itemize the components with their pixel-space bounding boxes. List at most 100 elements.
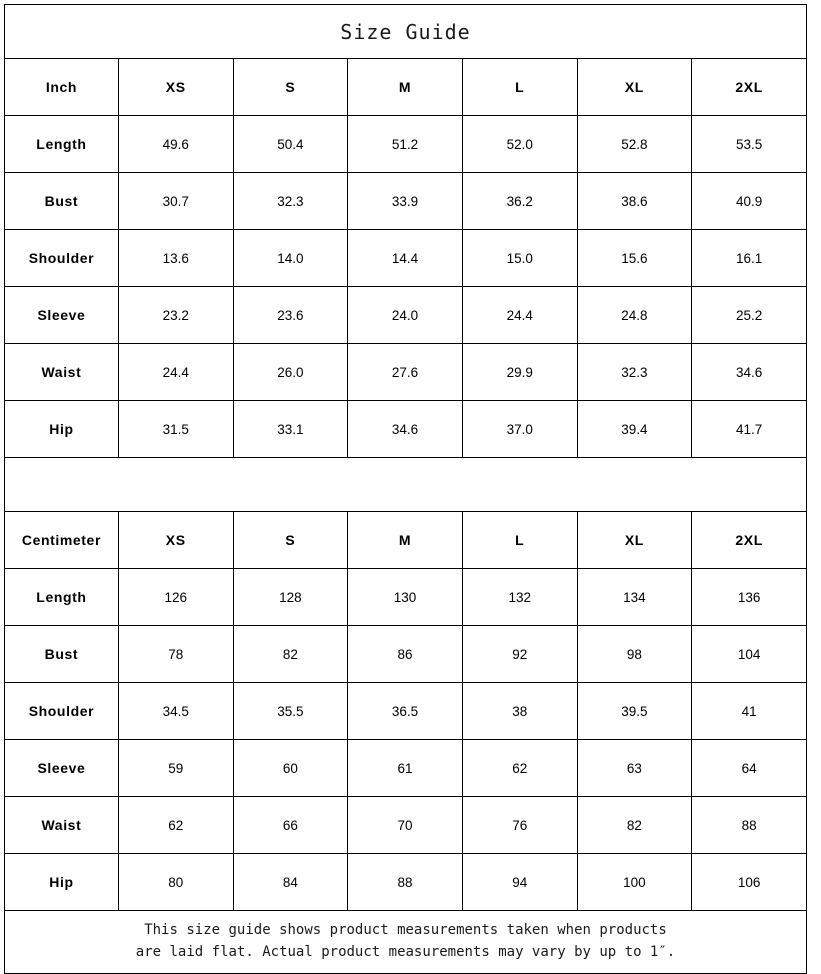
measure-value: 38 (461, 682, 578, 740)
size-column-header-l: L (461, 58, 578, 116)
table-row: Hip 80 84 88 94 100 106 (4, 853, 807, 911)
size-guide-table: Size Guide Inch XS S M L XL 2XL Length 4… (4, 4, 807, 974)
table-row: Bust 30.7 32.3 33.9 36.2 38.6 40.9 (4, 172, 807, 230)
measure-value: 78 (117, 625, 234, 683)
note-line-1: This size guide shows product measuremen… (144, 922, 667, 939)
measure-label: Bust (4, 625, 119, 683)
measure-value: 41 (691, 682, 807, 740)
measure-value: 34.5 (117, 682, 234, 740)
measure-label: Length (4, 115, 119, 173)
measure-value: 24.4 (461, 286, 578, 344)
centimeter-header-row: Centimeter XS S M L XL 2XL (4, 511, 807, 569)
measure-value: 60 (232, 739, 349, 797)
size-column-header-xl: XL (576, 58, 693, 116)
measure-value: 59 (117, 739, 234, 797)
table-row: Length 126 128 130 132 134 136 (4, 568, 807, 626)
table-row: Shoulder 34.5 35.5 36.5 38 39.5 41 (4, 682, 807, 740)
measure-value: 94 (461, 853, 578, 911)
measure-value: 35.5 (232, 682, 349, 740)
measure-label: Shoulder (4, 682, 119, 740)
title-row: Size Guide (4, 4, 807, 59)
size-column-header-s: S (232, 58, 349, 116)
table-row: Shoulder 13.6 14.0 14.4 15.0 15.6 16.1 (4, 229, 807, 287)
measure-value: 15.0 (461, 229, 578, 287)
page-title: Size Guide (4, 4, 807, 59)
size-column-header-2xl: 2XL (691, 511, 807, 569)
size-guide-root: Size Guide Inch XS S M L XL 2XL Length 4… (4, 4, 807, 974)
measure-value: 50.4 (232, 115, 349, 173)
measure-value: 126 (117, 568, 234, 626)
measure-value: 34.6 (347, 400, 463, 458)
measure-value: 62 (461, 739, 578, 797)
measure-value: 33.9 (347, 172, 463, 230)
measure-value: 132 (461, 568, 578, 626)
measure-value: 39.4 (576, 400, 693, 458)
measure-value: 88 (347, 853, 463, 911)
measure-value: 38.6 (576, 172, 693, 230)
measure-value: 104 (691, 625, 807, 683)
measure-value: 37.0 (461, 400, 578, 458)
measure-value: 84 (232, 853, 349, 911)
measure-value: 32.3 (576, 343, 693, 401)
unit-label-centimeter: Centimeter (4, 511, 119, 569)
measure-value: 36.2 (461, 172, 578, 230)
table-row: Bust 78 82 86 92 98 104 (4, 625, 807, 683)
measure-value: 106 (691, 853, 807, 911)
measure-label: Waist (4, 343, 119, 401)
measure-value: 70 (347, 796, 463, 854)
measure-value: 61 (347, 739, 463, 797)
measure-value: 86 (347, 625, 463, 683)
section-spacer (4, 457, 807, 512)
measure-label: Length (4, 568, 119, 626)
measure-value: 23.2 (117, 286, 234, 344)
measure-value: 62 (117, 796, 234, 854)
measure-value: 92 (461, 625, 578, 683)
size-column-header-l: L (461, 511, 578, 569)
measure-label: Sleeve (4, 286, 119, 344)
measure-value: 24.4 (117, 343, 234, 401)
note-line-2: are laid flat. Actual product measuremen… (135, 944, 676, 960)
measure-value: 14.4 (347, 229, 463, 287)
measure-value: 13.6 (117, 229, 234, 287)
size-column-header-xs: XS (117, 511, 234, 569)
size-column-header-s: S (232, 511, 349, 569)
measure-value: 24.8 (576, 286, 693, 344)
measure-label: Hip (4, 400, 119, 458)
measure-value: 76 (461, 796, 578, 854)
measure-value: 26.0 (232, 343, 349, 401)
measure-value: 53.5 (691, 115, 807, 173)
section-spacer-row (4, 457, 807, 512)
measure-value: 31.5 (117, 400, 234, 458)
note-row: This size guide shows product measuremen… (4, 910, 807, 974)
size-column-header-xl: XL (576, 511, 693, 569)
table-row: Sleeve 59 60 61 62 63 64 (4, 739, 807, 797)
table-row: Waist 24.4 26.0 27.6 29.9 32.3 34.6 (4, 343, 807, 401)
measure-label: Shoulder (4, 229, 119, 287)
measure-value: 32.3 (232, 172, 349, 230)
measure-value: 134 (576, 568, 693, 626)
measure-value: 82 (576, 796, 693, 854)
measure-value: 63 (576, 739, 693, 797)
measure-value: 52.0 (461, 115, 578, 173)
measure-value: 130 (347, 568, 463, 626)
table-row: Length 49.6 50.4 51.2 52.0 52.8 53.5 (4, 115, 807, 173)
measure-value: 80 (117, 853, 234, 911)
measure-value: 52.8 (576, 115, 693, 173)
measure-value: 98 (576, 625, 693, 683)
size-guide-body: Size Guide Inch XS S M L XL 2XL Length 4… (4, 4, 807, 974)
measure-value: 23.6 (232, 286, 349, 344)
measure-value: 30.7 (117, 172, 234, 230)
measure-value: 29.9 (461, 343, 578, 401)
measure-label: Sleeve (4, 739, 119, 797)
measure-value: 15.6 (576, 229, 693, 287)
measure-value: 82 (232, 625, 349, 683)
measure-value: 16.1 (691, 229, 807, 287)
measure-value: 88 (691, 796, 807, 854)
measure-label: Hip (4, 853, 119, 911)
table-row: Hip 31.5 33.1 34.6 37.0 39.4 41.7 (4, 400, 807, 458)
measure-label: Bust (4, 172, 119, 230)
size-guide-note: This size guide shows product measuremen… (4, 910, 807, 974)
measure-value: 100 (576, 853, 693, 911)
measure-value: 51.2 (347, 115, 463, 173)
size-column-header-2xl: 2XL (691, 58, 807, 116)
